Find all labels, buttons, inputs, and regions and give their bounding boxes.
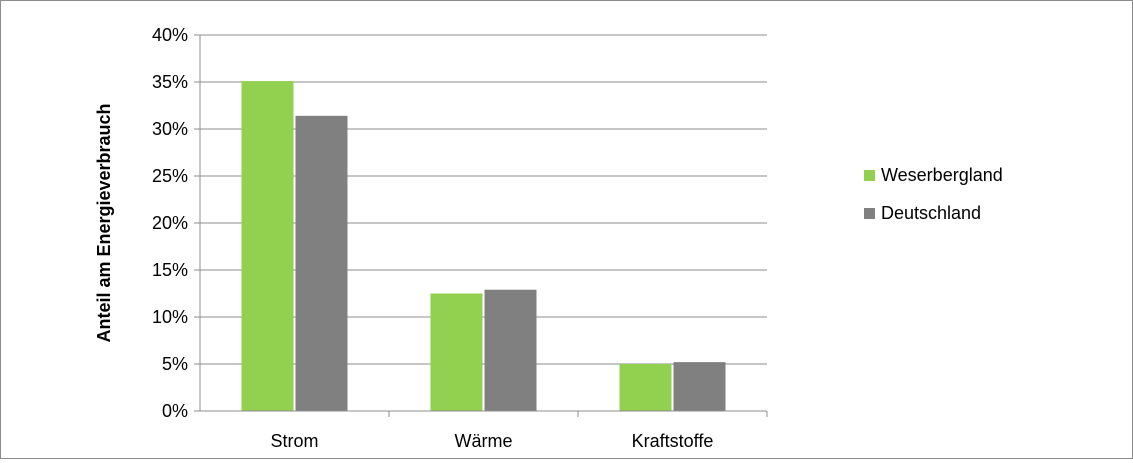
y-tick-labels: 0% 5% 10% 15% 20% 25% 30% 35% 40% <box>152 25 188 421</box>
y-tick-label: 0% <box>162 401 188 421</box>
y-tick-label: 10% <box>152 307 188 327</box>
bar-weserbergland-1 <box>430 293 483 411</box>
x-category-label: Kraftstoffe <box>632 431 714 451</box>
y-tick-label: 20% <box>152 213 188 233</box>
y-tick-label: 25% <box>152 166 188 186</box>
axes <box>194 34 768 417</box>
bar-deutschland-2 <box>673 362 726 411</box>
y-axis-label: Anteil am Energieverbrauch <box>94 103 114 342</box>
y-tick-label: 5% <box>162 354 188 374</box>
x-category-label: Wärme <box>455 431 513 451</box>
bar-deutschland-0 <box>295 115 348 411</box>
legend-label: Deutschland <box>881 203 981 223</box>
bar-deutschland-1 <box>484 289 537 411</box>
legend-swatch <box>864 170 875 181</box>
x-category-labels: Strom Wärme Kraftstoffe <box>270 431 713 451</box>
y-tick-label: 35% <box>152 72 188 92</box>
legend: Weserbergland Deutschland <box>864 165 1003 223</box>
bars <box>241 81 726 411</box>
y-tick-label: 15% <box>152 260 188 280</box>
y-tick-label: 30% <box>152 119 188 139</box>
legend-swatch <box>864 208 875 219</box>
bar-weserbergland-2 <box>619 364 672 411</box>
gridlines <box>200 34 767 365</box>
legend-label: Weserbergland <box>881 165 1003 185</box>
x-category-label: Strom <box>270 431 318 451</box>
y-tick-label: 40% <box>152 25 188 45</box>
bar-weserbergland-0 <box>241 81 294 411</box>
